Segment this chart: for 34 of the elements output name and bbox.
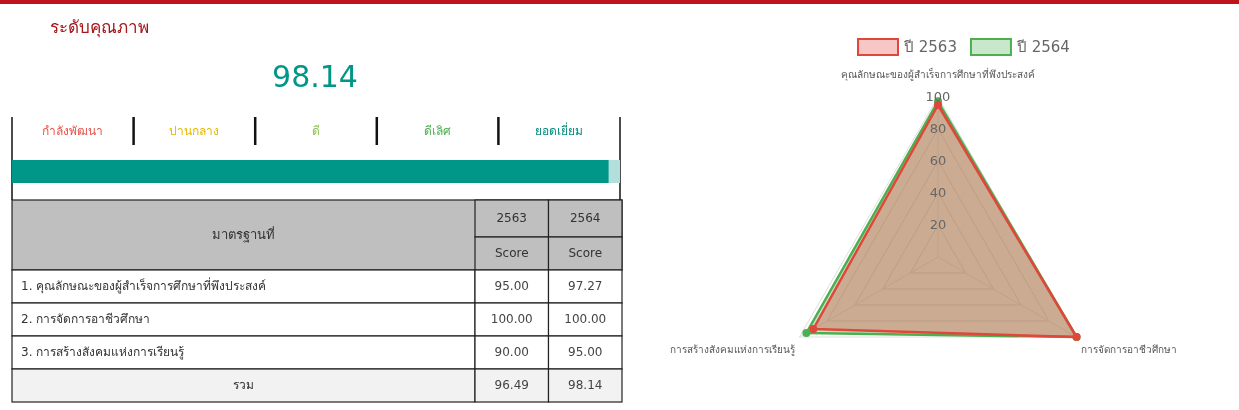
text: ระดับคุณภาพ	[50, 17, 149, 38]
text: ยอดเยี่ยม	[535, 121, 584, 138]
text: 90.00	[494, 345, 529, 359]
category-label: 2564	[569, 211, 601, 225]
category-label: 1. คุณลักษณะของผู้สำเร็จการศึกษาที่พึงประสงค์	[21, 279, 267, 293]
category-label: 3. การสร้างสังคมแห่งการเรียนรู้	[21, 345, 185, 359]
text: 100.00	[490, 312, 533, 326]
y-tick-label: 40	[929, 184, 947, 200]
text: มาตรฐานที่	[212, 225, 275, 243]
text: กำลังพัฒนา	[42, 123, 104, 138]
legend-label: ปี 2564	[1015, 37, 1070, 56]
text: ดี	[312, 123, 320, 138]
y-tick-label: 20	[929, 216, 947, 232]
y-tick-label: 60	[929, 152, 947, 168]
text: ปานกลาง	[169, 123, 220, 138]
spoke-label: คุณลักษณะของผู้สำเร็จการศึกษาที่พึงประสงค์	[841, 67, 1035, 81]
text: 95.00	[568, 345, 603, 359]
category-label: 2563	[496, 211, 528, 225]
text: 97.27	[568, 279, 603, 293]
y-tick-label: 100	[925, 88, 951, 104]
text: 98.14	[568, 378, 603, 392]
text: 95.00	[494, 279, 529, 293]
text: Score	[568, 246, 603, 260]
text: 100.00	[564, 312, 607, 326]
spoke-label: การจัดการอาชีวศึกษา	[1080, 344, 1177, 355]
legend-label: ปี 2563	[903, 37, 957, 56]
data-label: 98.14	[272, 58, 358, 94]
text: Score	[494, 246, 529, 260]
text: รวม	[233, 378, 254, 392]
y-tick-label: 80	[929, 120, 947, 136]
text: ดีเลิศ	[424, 123, 452, 138]
spoke-label: การสร้างสังคมแห่งการเรียนรู้	[670, 344, 797, 356]
text: 96.49	[494, 378, 529, 392]
category-label: 2. การจัดการอาชีวศึกษา	[21, 312, 151, 326]
